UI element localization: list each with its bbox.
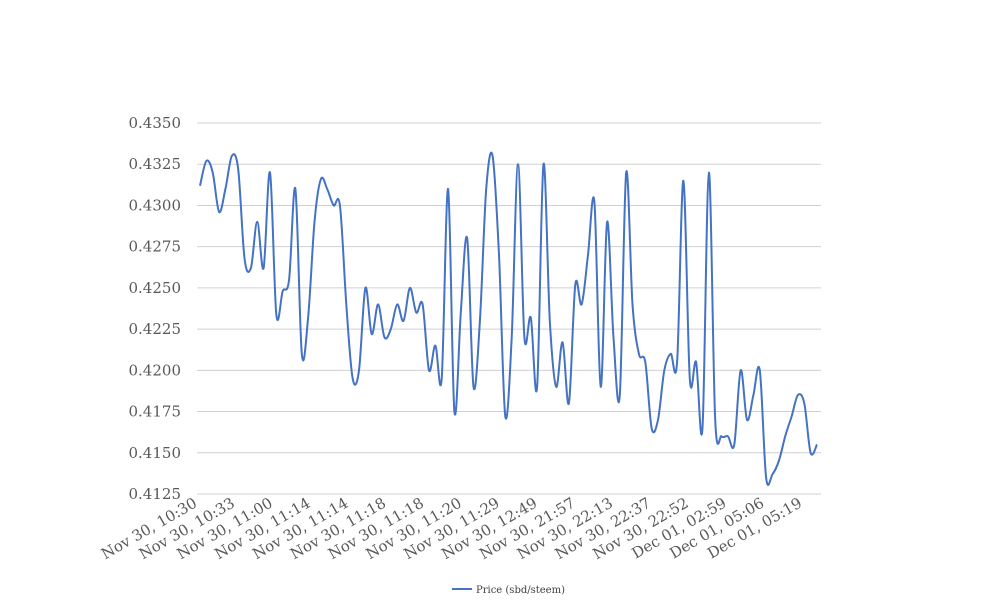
- y-axis-tick-labels: 0.4350 0.4325 0.4300 0.4275 0.4250 0.4225 0.42…: [129, 114, 182, 503]
- y-tick-label: 0.4275: [129, 238, 182, 256]
- y-tick-label: 0.4150: [129, 444, 182, 462]
- y-tick-label: 0.4325: [129, 155, 182, 173]
- y-tick-label: 0.4175: [129, 403, 182, 421]
- y-tick-label: 0.4125: [129, 485, 182, 503]
- y-tick-label: 0.4200: [129, 361, 182, 379]
- legend: Price (sbd/steem): [452, 585, 565, 596]
- y-tick-label: 0.4350: [129, 114, 182, 132]
- series-line-price: [199, 151, 818, 486]
- legend-label: Price (sbd/steem): [476, 585, 565, 596]
- y-tick-label: 0.4225: [129, 320, 182, 338]
- y-tick-label: 0.4250: [129, 279, 182, 297]
- y-tick-label: 0.4300: [129, 196, 182, 214]
- gridlines: [197, 122, 821, 495]
